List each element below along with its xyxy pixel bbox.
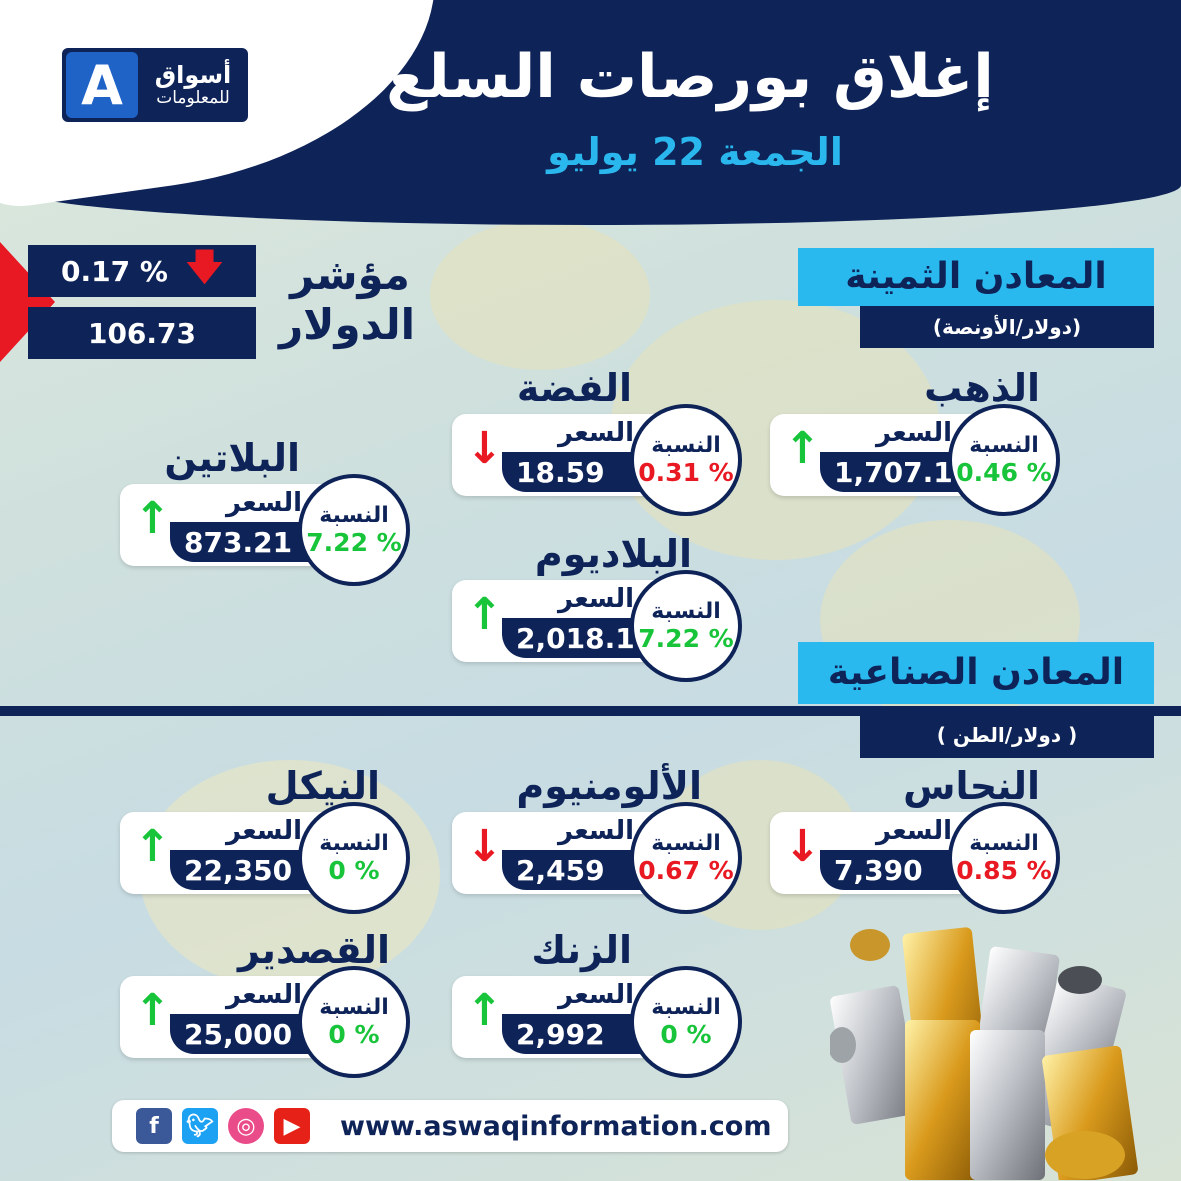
logo-line-2: للمعلومات xyxy=(156,87,230,108)
dollar-index-title-1: مؤشر xyxy=(290,250,410,299)
arrow-down-icon: ↓ xyxy=(466,821,503,872)
arrow-up-icon: ↑ xyxy=(466,589,503,640)
card-name: النيكل xyxy=(265,764,380,808)
price-value: 2,018.18 xyxy=(502,618,662,658)
price-label: السعر xyxy=(226,816,302,846)
arrow-up-icon: ↑ xyxy=(784,423,821,474)
price-label: السعر xyxy=(558,816,634,846)
percent-circle: النسبة 7.22 % xyxy=(298,474,410,586)
card-aluminum[interactable]: الألومنيوم ↓ السعر 2,459 النسبة 0.67 % xyxy=(452,764,752,914)
arrow-down-icon: ↓ xyxy=(466,423,503,474)
percent-value: 0 % xyxy=(328,856,380,885)
price-label: السعر xyxy=(876,418,952,448)
arrow-up-icon: ↑ xyxy=(134,493,171,544)
percent-label: النسبة xyxy=(651,433,721,458)
dollar-index-change: 0.17 % 🡇 xyxy=(28,245,256,297)
percent-label: النسبة xyxy=(319,995,389,1020)
percent-circle: النسبة 0 % xyxy=(630,966,742,1078)
website-url[interactable]: www.aswaqinformation.com xyxy=(340,1110,772,1142)
price-label: السعر xyxy=(558,584,634,614)
price-label: السعر xyxy=(876,816,952,846)
metal-bars-illustration xyxy=(830,927,1138,1180)
price-label: السعر xyxy=(226,980,302,1010)
percent-circle: النسبة 0.46 % xyxy=(948,404,1060,516)
card-gold[interactable]: الذهب ↑ السعر 1,707.14 النسبة 0.46 % xyxy=(770,366,1070,516)
card-platinum[interactable]: البلاتين ↑ السعر 873.21 النسبة 7.22 % xyxy=(120,436,420,586)
price-label: السعر xyxy=(226,488,302,518)
dollar-index-change-value: 0.17 % xyxy=(61,254,168,288)
percent-value: 0.31 % xyxy=(638,458,734,487)
percent-circle: النسبة 7.22 % xyxy=(630,570,742,682)
percent-value: 0.85 % xyxy=(956,856,1052,885)
card-silver[interactable]: الفضة ↓ السعر 18.59 النسبة 0.31 % xyxy=(452,366,752,516)
percent-value: 0 % xyxy=(660,1020,712,1049)
card-name: الذهب xyxy=(924,366,1040,410)
card-nickel[interactable]: النيكل ↑ السعر 22,350 النسبة 0 % xyxy=(120,764,420,914)
price-label: السعر xyxy=(558,980,634,1010)
percent-value: 0.46 % xyxy=(956,458,1052,487)
page-title: إغلاق بورصات السلع xyxy=(386,42,994,112)
logo-mark: A xyxy=(66,52,138,118)
section-divider xyxy=(0,706,1181,716)
percent-circle: النسبة 0 % xyxy=(298,802,410,914)
percent-circle: النسبة 0 % xyxy=(298,966,410,1078)
price-label: السعر xyxy=(558,418,634,448)
precious-metals-title: المعادن الثمينة xyxy=(798,248,1154,306)
percent-label: النسبة xyxy=(651,831,721,856)
percent-label: النسبة xyxy=(969,831,1039,856)
card-palladium[interactable]: البلاديوم ↑ السعر 2,018.18 النسبة 7.22 % xyxy=(452,532,752,682)
card-zinc[interactable]: الزنك ↑ السعر 2,992 النسبة 0 % xyxy=(452,928,752,1078)
card-copper[interactable]: النحاس ↓ السعر 7,390 النسبة 0.85 % xyxy=(770,764,1070,914)
arrow-down-icon: 🡇 xyxy=(185,246,223,288)
percent-circle: النسبة 0.67 % xyxy=(630,802,742,914)
card-name: الألومنيوم xyxy=(516,764,702,808)
precious-metals-unit: (دولار/الأونصة) xyxy=(860,306,1154,348)
arrow-down-icon: ↓ xyxy=(784,821,821,872)
percent-value: 7.22 % xyxy=(638,624,734,653)
percent-label: النسبة xyxy=(969,433,1039,458)
dollar-index-value-box: 106.73 xyxy=(28,307,256,359)
youtube-icon[interactable]: ▶ xyxy=(274,1108,310,1144)
card-tin[interactable]: القصدير ↑ السعر 25,000 النسبة 0 % xyxy=(120,928,420,1078)
logo[interactable]: A أسواق للمعلومات xyxy=(62,48,248,122)
percent-value: 7.22 % xyxy=(306,528,402,557)
arrow-up-icon: ↑ xyxy=(134,985,171,1036)
card-name: البلاديوم xyxy=(534,532,692,576)
card-name: الفضة xyxy=(516,366,632,410)
twitter-icon[interactable]: 🐦︎ xyxy=(182,1108,218,1144)
page-date: الجمعة 22 يوليو xyxy=(547,130,843,174)
arrow-up-icon: ↑ xyxy=(134,821,171,872)
dollar-index-title-2: الدولار xyxy=(279,300,415,350)
card-name: البلاتين xyxy=(164,436,300,480)
dollar-index-title: مؤشر الدولار xyxy=(279,250,415,351)
dribbble-icon[interactable]: ◎ xyxy=(228,1108,264,1144)
header-banner: A أسواق للمعلومات إغلاق بورصات السلع الج… xyxy=(0,0,1181,225)
dollar-index-value: 106.73 xyxy=(87,316,197,350)
footer-bar: f 🐦︎ ◎ ▶ www.aswaqinformation.com xyxy=(112,1100,788,1152)
percent-value: 0 % xyxy=(328,1020,380,1049)
percent-label: النسبة xyxy=(319,503,389,528)
percent-label: النسبة xyxy=(319,831,389,856)
percent-value: 0.67 % xyxy=(638,856,734,885)
arrow-up-icon: ↑ xyxy=(466,985,503,1036)
percent-label: النسبة xyxy=(651,599,721,624)
percent-label: النسبة xyxy=(651,995,721,1020)
percent-circle: النسبة 0.31 % xyxy=(630,404,742,516)
card-name: النحاس xyxy=(903,764,1040,808)
card-name: القصدير xyxy=(238,928,390,972)
percent-circle: النسبة 0.85 % xyxy=(948,802,1060,914)
industrial-metals-title: المعادن الصناعية xyxy=(798,642,1154,704)
facebook-icon[interactable]: f xyxy=(136,1108,172,1144)
logo-text: أسواق للمعلومات xyxy=(138,62,248,107)
card-name: الزنك xyxy=(531,928,632,972)
logo-line-1: أسواق xyxy=(154,61,232,90)
industrial-metals-unit: ( دولار/الطن ) xyxy=(860,712,1154,758)
